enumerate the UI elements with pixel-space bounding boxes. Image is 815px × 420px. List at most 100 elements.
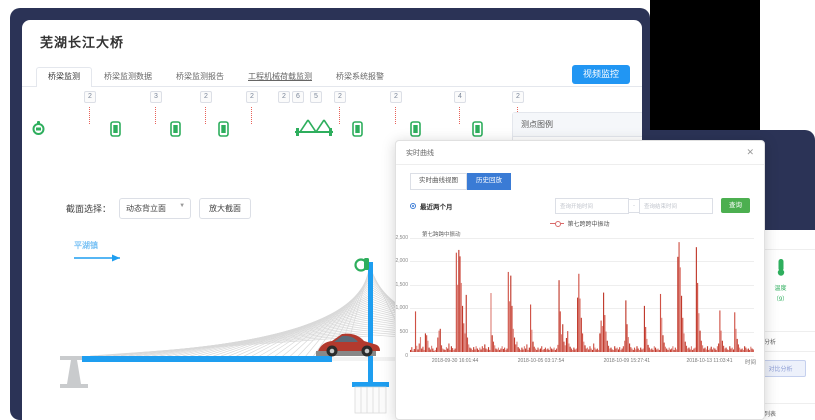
bridge-pier-cap	[352, 382, 389, 387]
tab-label: 桥梁监测报告	[176, 72, 224, 81]
dialog-tab-1[interactable]: 历史回放	[467, 173, 511, 190]
dialog-title: 实时曲线	[406, 149, 434, 157]
tab-3[interactable]: 工程机械荷载监测	[236, 67, 324, 86]
tab-label: 桥梁系统报警	[336, 72, 384, 81]
chevron-down-icon: ▼	[179, 203, 186, 209]
sensor-badge[interactable]: 4	[454, 91, 466, 104]
video-monitor-button[interactable]: 视频监控	[571, 65, 630, 84]
y-axis-tick-label: 2,500	[395, 234, 408, 241]
section-selector-bar: 截面选择： 动态背立面 ▼ 放大截面	[66, 198, 252, 219]
sensor-icon[interactable]	[472, 121, 483, 142]
tab-label: 桥梁监测	[48, 72, 80, 81]
sensor-tick-line	[89, 107, 90, 124]
start-date-input[interactable]: 查询开始时间	[555, 197, 629, 214]
x-axis-tick-label: 2018-10-09 15:27:41	[603, 357, 651, 364]
recent-two-months-radio[interactable]: 最近两个月	[410, 201, 453, 211]
gridline	[410, 261, 754, 263]
section-select-dropdown[interactable]: 动态背立面 ▼	[119, 198, 192, 219]
dialog-tabbar: 实时曲线视图 历史回放	[396, 165, 764, 190]
sensor-badge[interactable]: 3	[150, 91, 162, 104]
legend-line-marker-icon	[550, 220, 565, 227]
radio-label: 最近两个月	[420, 203, 453, 211]
tab-label: 工程机械荷载监测	[248, 72, 312, 81]
vehicle-icon	[316, 333, 380, 357]
end-date-input[interactable]: 查询结束时间	[639, 197, 713, 214]
date-range-separator: -	[629, 198, 639, 213]
sensor-badge[interactable]: 2	[84, 91, 96, 104]
sensor-badge[interactable]: 6	[292, 91, 304, 104]
sensor-tick-line	[459, 107, 460, 124]
realtime-curve-dialog: 实时曲线 ✕ 实时曲线视图 历史回放 最近两个月 查询开始时间 - 查询结束时间 …	[395, 140, 765, 420]
sensor-badge[interactable]: 2	[278, 91, 290, 104]
side-panel-item-count: （9）	[772, 297, 789, 303]
x-axis-tick-label: 2018-09-30 16:01:44	[431, 357, 479, 364]
date-range-group: 查询开始时间 - 查询结束时间 查询	[555, 197, 750, 214]
chart-plot-area	[410, 241, 754, 353]
x-axis-label: 时间	[744, 359, 756, 366]
bridge-abutment	[60, 356, 88, 388]
tab-label: 桥梁监测数据	[104, 72, 152, 81]
side-panel-item-label: 温度	[774, 286, 787, 292]
gauge-icon[interactable]	[32, 121, 45, 140]
zoom-section-button[interactable]: 放大截面	[199, 198, 252, 219]
chart-x-axis: 时间 2018-09-30 16:01:44 2018-10-05 03:17:5…	[432, 356, 756, 370]
tab-4[interactable]: 桥梁系统报警	[324, 67, 396, 86]
section-select-label: 截面选择：	[66, 204, 112, 214]
gridline	[410, 284, 754, 286]
thermometer-icon	[777, 259, 784, 276]
side-panel-item-temperature[interactable]: 温度 （9）	[746, 250, 815, 303]
sensor-badge[interactable]: 5	[310, 91, 322, 104]
radio-selected-icon	[410, 202, 416, 209]
y-axis-tick-label: 1,000	[395, 305, 408, 312]
y-axis-tick-label: 2,000	[395, 258, 408, 265]
page-title: 芜湖长江大桥	[40, 35, 125, 50]
direction-label: 平湖镇	[74, 241, 98, 250]
bridge-pylon	[368, 262, 373, 382]
tab-0[interactable]: 桥梁监测	[36, 67, 92, 87]
background-dark-block	[650, 0, 760, 130]
pylon-sensor-icon[interactable]	[354, 258, 370, 272]
gridline	[410, 331, 754, 333]
y-axis-tick-label: 1,500	[395, 281, 408, 288]
chart-legend[interactable]: 第七跨跨中振动	[396, 219, 764, 228]
chart-title: 第七跨跨中振动	[422, 231, 461, 238]
query-button[interactable]: 查询	[721, 197, 750, 214]
direction-arrow-icon	[74, 254, 120, 262]
legend-series-label: 第七跨跨中振动	[567, 221, 610, 228]
sensor-tick-line	[339, 107, 340, 124]
sensor-icon[interactable]	[410, 121, 421, 142]
bridge-pier-foundation	[354, 386, 387, 414]
vibration-bar-chart: 0 500 1,000 1,500 2,000 2,500	[395, 235, 754, 359]
bridge-deck-joint	[332, 357, 397, 361]
x-axis-tick-label: 2018-10-13 11:03:41	[686, 357, 733, 364]
sensor-icon[interactable]	[218, 121, 229, 142]
sensor-tick-line	[205, 107, 206, 124]
sensor-icon[interactable]	[110, 121, 121, 142]
sensor-tick-line	[251, 107, 252, 124]
sensor-icon[interactable]	[352, 121, 363, 142]
dialog-filter-row: 最近两个月 查询开始时间 - 查询结束时间 查询	[396, 190, 764, 218]
sensor-badge[interactable]: 2	[390, 91, 402, 104]
gridline	[410, 237, 754, 239]
y-axis-tick-label: 500	[399, 328, 408, 335]
bridge-span-icon[interactable]	[294, 117, 334, 142]
section-select-value: 动态背立面	[126, 204, 167, 213]
tab-2[interactable]: 桥梁监测报告	[164, 67, 236, 86]
sensor-badge[interactable]: 2	[512, 91, 524, 104]
sensor-badge[interactable]: 2	[200, 91, 212, 104]
x-axis-tick-label: 2018-10-05 03:17:54	[517, 357, 565, 364]
sensor-tick-line	[395, 107, 396, 124]
sensor-tick-line	[155, 107, 156, 124]
gridline	[410, 355, 754, 357]
main-tabbar: 桥梁监测 桥梁监测数据 桥梁监测报告 工程机械荷载监测 桥梁系统报警 视频监控	[22, 59, 642, 87]
dialog-header: 实时曲线 ✕	[396, 141, 764, 165]
sensor-badge[interactable]: 2	[334, 91, 346, 104]
close-icon[interactable]: ✕	[746, 147, 754, 157]
tab-1[interactable]: 桥梁监测数据	[92, 67, 164, 86]
gridline	[410, 308, 754, 310]
dialog-tab-0[interactable]: 实时曲线视图	[410, 173, 467, 190]
sensor-badge[interactable]: 2	[246, 91, 258, 104]
sensor-icon[interactable]	[170, 121, 181, 142]
legend-panel-title: 测点图例	[513, 113, 642, 137]
